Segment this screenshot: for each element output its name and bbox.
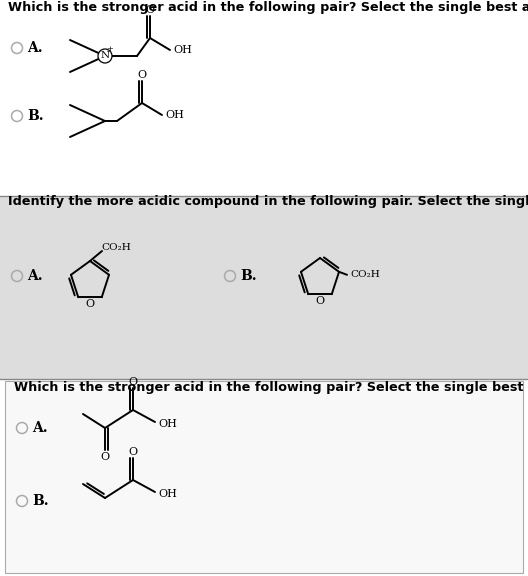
- Text: OH: OH: [158, 489, 177, 499]
- Text: +: +: [107, 45, 114, 53]
- Text: CO₂H: CO₂H: [101, 242, 131, 252]
- Text: OH: OH: [166, 110, 184, 120]
- Text: O: O: [128, 377, 138, 387]
- Text: N: N: [100, 51, 110, 60]
- Text: B.: B.: [27, 109, 44, 123]
- Text: O: O: [137, 70, 147, 80]
- Text: A.: A.: [32, 421, 48, 435]
- Text: B.: B.: [240, 269, 257, 283]
- Text: Which is the stronger acid in the following pair? Select the single best answer.: Which is the stronger acid in the follow…: [14, 381, 528, 395]
- Text: OH: OH: [174, 45, 192, 55]
- Text: O: O: [100, 452, 110, 462]
- Bar: [0, 0, 528, 196]
- Text: O: O: [128, 447, 138, 457]
- FancyBboxPatch shape: [5, 381, 523, 573]
- Text: Which is the stronger acid in the following pair? Select the single best answer.: Which is the stronger acid in the follow…: [8, 2, 528, 14]
- Text: CO₂H: CO₂H: [350, 270, 380, 279]
- Text: A.: A.: [27, 41, 43, 55]
- Text: B.: B.: [32, 494, 49, 508]
- Bar: [0, 196, 528, 379]
- Text: O: O: [145, 5, 155, 15]
- Circle shape: [98, 49, 112, 63]
- Text: A.: A.: [27, 269, 43, 283]
- Text: O: O: [315, 296, 325, 306]
- Text: O: O: [86, 299, 95, 309]
- Text: Identify the more acidic compound in the following pair. Select the single best : Identify the more acidic compound in the…: [8, 195, 528, 207]
- Text: OH: OH: [158, 419, 177, 429]
